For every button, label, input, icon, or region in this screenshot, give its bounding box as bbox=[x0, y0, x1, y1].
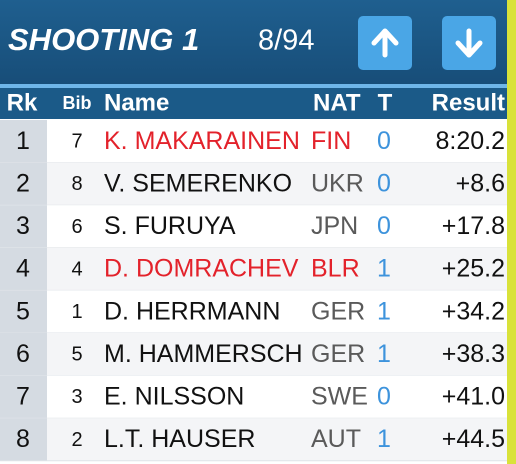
rank: 1 bbox=[16, 127, 30, 155]
result: +25.2 bbox=[442, 255, 505, 283]
bib-header: Bib bbox=[63, 93, 92, 113]
result: +41.0 bbox=[442, 383, 505, 411]
header-bar bbox=[0, 0, 516, 86]
rank: 7 bbox=[16, 383, 30, 411]
row: 8 2 L.T. HAUSER AUT 1 +44.5 bbox=[0, 418, 516, 462]
name-header: Name bbox=[104, 89, 169, 116]
header-rule bbox=[0, 84, 516, 88]
row: 2 8 V. SEMERENKO UKR 0 +8.6 bbox=[0, 162, 516, 206]
result: +34.2 bbox=[442, 297, 505, 325]
penalties: 1 bbox=[377, 297, 391, 325]
row: 6 5 M. HAMMERSCH GER 1 +38.3 bbox=[0, 333, 516, 377]
t-header: T bbox=[378, 89, 393, 116]
rank-cell bbox=[0, 205, 47, 248]
nat-header: NAT bbox=[313, 89, 361, 116]
result: +44.5 bbox=[442, 425, 505, 453]
row-background bbox=[0, 162, 516, 206]
penalties: 0 bbox=[377, 212, 391, 240]
nation: BLR bbox=[311, 255, 360, 283]
rank: 5 bbox=[16, 297, 30, 325]
rank-cell bbox=[0, 162, 47, 206]
rank-cell bbox=[0, 120, 47, 163]
bib: 7 bbox=[71, 131, 82, 153]
bib: 8 bbox=[71, 173, 82, 195]
nation: FIN bbox=[311, 127, 351, 155]
penalties: 0 bbox=[377, 383, 391, 411]
rank-cell bbox=[0, 418, 47, 461]
athlete-name: S. FURUYA bbox=[104, 212, 236, 240]
bib: 5 bbox=[71, 344, 82, 366]
rank-cell bbox=[0, 290, 47, 333]
rank: 4 bbox=[16, 255, 30, 283]
row-background bbox=[0, 290, 516, 333]
penalties: 1 bbox=[377, 255, 391, 283]
result: 8:20.2 bbox=[435, 127, 505, 155]
result: +38.3 bbox=[442, 340, 505, 368]
nation: JPN bbox=[311, 212, 358, 240]
column-header-bar bbox=[0, 88, 516, 119]
row-background bbox=[0, 205, 516, 248]
athlete-name: M. HAMMERSCH bbox=[104, 340, 303, 368]
nation: UKR bbox=[311, 170, 364, 198]
row: 5 1 D. HERRMANN GER 1 +34.2 bbox=[0, 290, 516, 334]
rank: 3 bbox=[16, 212, 30, 240]
row: 7 3 E. NILSSON SWE 0 +41.0 bbox=[0, 375, 516, 419]
rank: 2 bbox=[16, 170, 30, 198]
penalties: 1 bbox=[377, 340, 391, 368]
row-background bbox=[0, 333, 516, 376]
nation: GER bbox=[311, 340, 365, 368]
rank-cell bbox=[0, 333, 47, 376]
nation: GER bbox=[311, 297, 365, 325]
nation: AUT bbox=[311, 425, 361, 453]
rank-cell bbox=[0, 375, 47, 419]
athlete-name: L.T. HAUSER bbox=[104, 425, 255, 453]
bib: 6 bbox=[71, 216, 82, 238]
edge-stripe bbox=[507, 0, 516, 464]
result: +8.6 bbox=[456, 170, 505, 198]
title: SHOOTING 1 bbox=[8, 22, 199, 57]
penalties: 1 bbox=[377, 425, 391, 453]
bib: 3 bbox=[71, 386, 82, 408]
bib: 1 bbox=[71, 301, 82, 323]
scroll-down-button[interactable] bbox=[442, 16, 496, 70]
row-background bbox=[0, 120, 516, 163]
row-background bbox=[0, 247, 516, 291]
row: 4 4 D. DOMRACHEV BLR 1 +25.2 bbox=[0, 247, 516, 291]
rank: 8 bbox=[16, 425, 30, 453]
penalties: 0 bbox=[377, 127, 391, 155]
row-background bbox=[0, 418, 516, 461]
athlete-name: D. HERRMANN bbox=[104, 297, 280, 325]
row-background bbox=[0, 375, 516, 419]
rank: 6 bbox=[16, 340, 30, 368]
scroll-up-button[interactable] bbox=[358, 16, 412, 70]
rank-cell bbox=[0, 247, 47, 291]
row: 3 6 S. FURUYA JPN 0 +17.8 bbox=[0, 205, 516, 249]
bib: 4 bbox=[71, 258, 82, 280]
athlete-name: D. DOMRACHEV bbox=[104, 255, 299, 283]
penalties: 0 bbox=[377, 170, 391, 198]
row: 1 7 K. MAKARAINEN FIN 0 8:20.2 bbox=[0, 120, 516, 164]
bib: 2 bbox=[71, 429, 82, 451]
athlete-name: E. NILSSON bbox=[104, 383, 244, 411]
result: +17.8 bbox=[442, 212, 505, 240]
rk-header: Rk bbox=[7, 89, 38, 116]
athlete-name: V. SEMERENKO bbox=[104, 170, 292, 198]
nation: SWE bbox=[311, 383, 368, 411]
athlete-name: K. MAKARAINEN bbox=[104, 127, 300, 155]
result-header: Result bbox=[432, 89, 505, 116]
progress: 8/94 bbox=[258, 25, 314, 57]
